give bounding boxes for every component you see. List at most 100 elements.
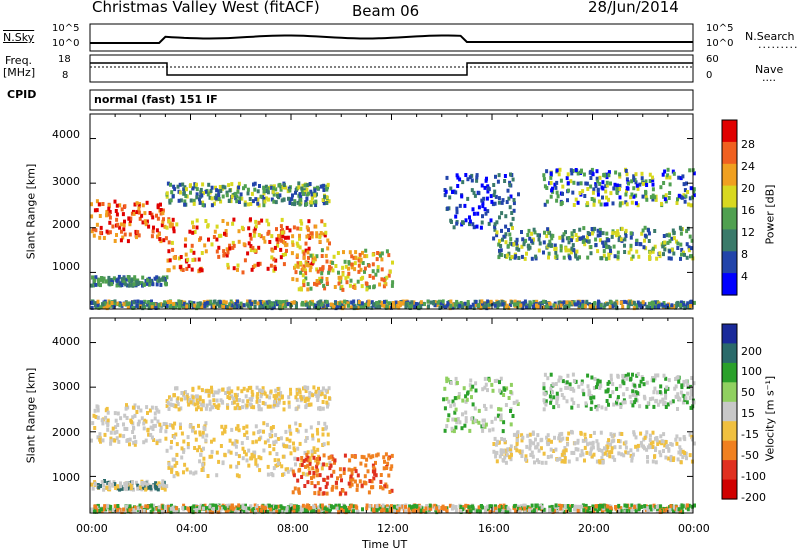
heatmap-cell: [249, 456, 253, 461]
heatmap-cell: [133, 413, 137, 418]
heatmap-cell: [607, 438, 611, 443]
heatmap-cell: [315, 473, 319, 478]
heatmap-cell: [540, 437, 544, 442]
heatmap-cell: [275, 237, 279, 242]
heatmap-cell: [305, 202, 309, 207]
heatmap-cell: [298, 467, 302, 472]
heatmap-cell: [203, 301, 207, 306]
heatmap-cell: [528, 446, 532, 451]
heatmap-cell: [606, 387, 610, 392]
heatmap-cell: [263, 239, 267, 244]
heatmap-cell: [257, 455, 261, 460]
heatmap-cell: [606, 453, 610, 457]
heatmap-cell: [636, 443, 640, 448]
heatmap-cell: [201, 203, 205, 208]
heatmap-cell: [254, 439, 258, 444]
heatmap-cell: [255, 505, 259, 510]
heatmap-cell: [252, 228, 256, 233]
heatmap-cell: [302, 251, 306, 256]
heatmap-cell: [543, 400, 547, 405]
heatmap-cell: [196, 405, 200, 410]
heatmap-cell: [542, 250, 545, 255]
heatmap-cell: [172, 265, 176, 270]
heatmap-cell: [544, 402, 548, 407]
heatmap-cell: [271, 189, 275, 194]
heatmap-cell: [616, 255, 620, 260]
heatmap-cell: [598, 233, 602, 238]
heatmap-cell: [384, 452, 388, 457]
heatmap-cell: [325, 509, 328, 514]
heatmap-cell: [123, 232, 127, 237]
heatmap-cell: [485, 306, 489, 311]
heatmap-cell: [605, 180, 609, 185]
heatmap-cell: [137, 206, 141, 211]
heatmap-cell: [505, 253, 509, 258]
heatmap-cell: [104, 415, 108, 420]
heatmap-cell: [511, 216, 515, 221]
heatmap-cell: [256, 261, 260, 266]
heatmap-cell: [529, 440, 533, 445]
heatmap-cell: [289, 451, 293, 456]
heatmap-cell: [175, 442, 179, 447]
heatmap-cell: [567, 304, 571, 309]
heatmap-cell: [627, 250, 631, 255]
heatmap-cell: [612, 402, 616, 407]
heatmap-cell: [507, 396, 511, 400]
heatmap-cell: [562, 450, 566, 455]
heatmap-cell: [198, 459, 202, 464]
heatmap-cell: [228, 246, 232, 251]
heatmap-cell: [234, 302, 238, 306]
heatmap-cell: [618, 506, 622, 511]
heatmap-cell: [364, 281, 368, 286]
heatmap-cell: [464, 503, 468, 508]
heatmap-cell: [206, 192, 210, 197]
heatmap-cell: [617, 508, 621, 513]
heatmap-cell: [629, 235, 633, 240]
heatmap-cell: [501, 458, 505, 463]
heatmap-cell: [663, 247, 667, 252]
heatmap-cell: [301, 273, 305, 278]
heatmap-cell: [605, 175, 609, 180]
heatmap-cell: [500, 228, 503, 233]
heatmap-cell: [352, 255, 356, 260]
heatmap-cell: [191, 401, 195, 406]
heatmap-cell: [543, 202, 547, 207]
heatmap-cell: [572, 300, 576, 305]
heatmap-cell: [177, 256, 181, 261]
heatmap-cell: [501, 509, 505, 514]
heatmap-cell: [101, 438, 105, 443]
heatmap-cell: [241, 405, 244, 410]
heatmap-cell: [298, 388, 302, 393]
heatmap-cell: [285, 506, 289, 511]
heatmap-cell: [254, 219, 258, 224]
heatmap-cell: [253, 181, 257, 186]
heatmap-cell: [469, 378, 473, 383]
heatmap-cell: [302, 192, 305, 196]
heatmap-cell: [606, 302, 610, 307]
heatmap-cell: [640, 171, 644, 176]
heatmap-cell: [387, 253, 391, 258]
heatmap-cell: [647, 301, 651, 306]
heatmap-cell: [618, 431, 622, 436]
heatmap-cell: [198, 200, 202, 205]
heatmap-cell: [180, 391, 184, 395]
heatmap-cell: [317, 490, 321, 495]
heatmap-cell: [102, 305, 106, 310]
heatmap-cell: [315, 393, 319, 398]
heatmap-cell: [350, 482, 354, 487]
heatmap-cell: [277, 458, 281, 463]
heatmap-cell: [156, 216, 160, 221]
heatmap-cell: [429, 506, 433, 511]
heatmap-cell: [318, 473, 322, 478]
heatmap-cell: [249, 305, 253, 310]
heatmap-cell: [270, 428, 274, 433]
heatmap-cell: [122, 227, 126, 232]
heatmap-cell: [482, 196, 486, 201]
heatmap-cell: [312, 259, 316, 264]
heatmap-cell: [151, 302, 155, 306]
heatmap-cell: [541, 305, 545, 310]
heatmap-cell: [316, 306, 320, 311]
heatmap-cell: [494, 416, 497, 421]
heatmap-cell: [254, 424, 258, 429]
heatmap-cell: [288, 197, 292, 202]
